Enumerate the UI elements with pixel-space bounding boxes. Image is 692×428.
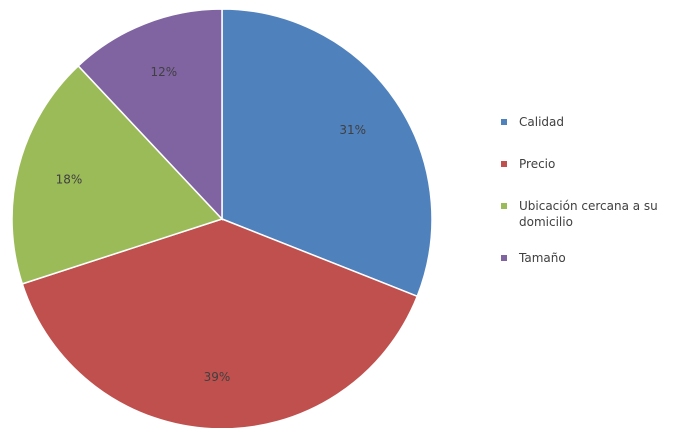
pie-slice-tamano (77, 8, 223, 221)
legend-item-ubicacion: Ubicación cercana a su domicilio (499, 198, 689, 230)
pie-slice-precio (21, 218, 419, 428)
legend-swatch-ubicacion (501, 203, 507, 209)
pie-slice-ubicacion (11, 64, 224, 285)
legend-label-calidad: Calidad (519, 115, 564, 129)
pie-slice-calidad (221, 8, 433, 298)
legend-item-calidad: Calidad (499, 114, 689, 130)
legend-label-tamano: Tamaño (519, 251, 566, 265)
legend-label-precio: Precio (519, 157, 556, 171)
legend-swatch-calidad (501, 119, 507, 125)
slice-label-calidad: 31% (339, 123, 366, 137)
legend-label-ubicacion: Ubicación cercana a su domicilio (519, 199, 658, 229)
legend: Calidad Precio Ubicación cercana a su do… (499, 114, 689, 266)
slice-label-tamano: 12% (150, 65, 177, 79)
legend-swatch-tamano (501, 255, 507, 261)
slice-label-ubicacion: 18% (56, 173, 83, 187)
pie-slices (11, 8, 433, 428)
legend-item-tamano: Tamaño (499, 250, 689, 266)
pie-data-labels: 31% 39% 18% 12% (56, 65, 366, 384)
legend-swatch-precio (501, 161, 507, 167)
slice-label-precio: 39% (204, 370, 231, 384)
legend-item-precio: Precio (499, 156, 689, 172)
